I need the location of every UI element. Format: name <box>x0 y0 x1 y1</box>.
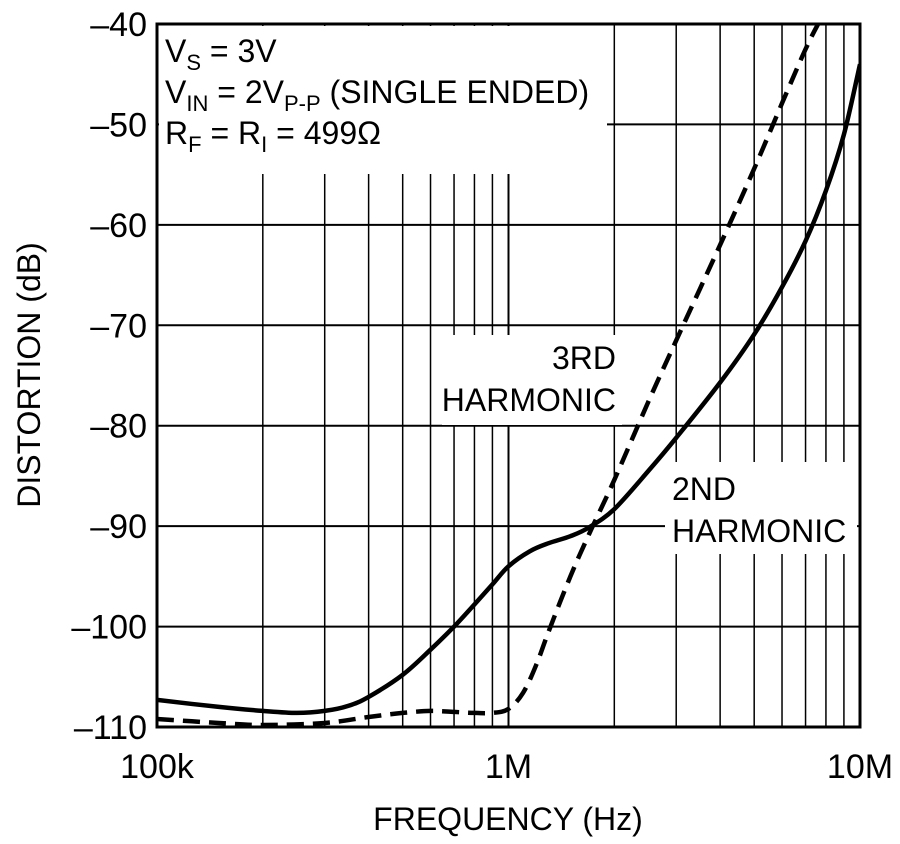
series-label-3rd-harmonic: 3RD HARMONIC <box>442 340 616 418</box>
y-tick-label: –40 <box>90 6 147 44</box>
condition-line: VS = 3V <box>165 33 277 75</box>
annotation-background <box>159 26 607 174</box>
annotation-background <box>665 462 857 554</box>
condition-line: RF = RI = 499Ω <box>165 115 381 157</box>
y-tick-label: –70 <box>90 307 147 345</box>
series-label-line: HARMONIC <box>442 382 616 418</box>
x-tick-label: 10M <box>827 748 893 786</box>
series-line-2nd-harmonic <box>157 63 860 716</box>
series-label-line: HARMONIC <box>672 513 846 549</box>
series-label-line: 3RD <box>552 340 616 376</box>
x-tick-label: 100k <box>120 748 195 786</box>
y-tick-label: –100 <box>71 609 147 647</box>
y-tick-label: –50 <box>90 106 147 144</box>
x-tick-label: 1M <box>485 748 532 786</box>
series-layer <box>157 24 860 727</box>
annotation-background <box>442 335 622 425</box>
condition-line: VIN = 2VP-P (SINGLE ENDED) <box>165 74 589 116</box>
y-tick-label: –90 <box>90 508 147 546</box>
series-line-3rd-harmonic <box>157 24 821 727</box>
series-label-line: 2ND <box>672 471 736 507</box>
x-axis-label: FREQUENCY (Hz) <box>373 801 643 837</box>
y-tick-label: –80 <box>90 408 147 446</box>
y-tick-label: –60 <box>90 207 147 245</box>
y-axis-label: DISTORTION (dB) <box>11 242 47 508</box>
series-label-2nd-harmonic: 2ND HARMONIC <box>672 471 846 549</box>
grid <box>156 23 860 728</box>
y-tick-label: –110 <box>74 709 147 747</box>
plot-frame <box>155 22 862 729</box>
